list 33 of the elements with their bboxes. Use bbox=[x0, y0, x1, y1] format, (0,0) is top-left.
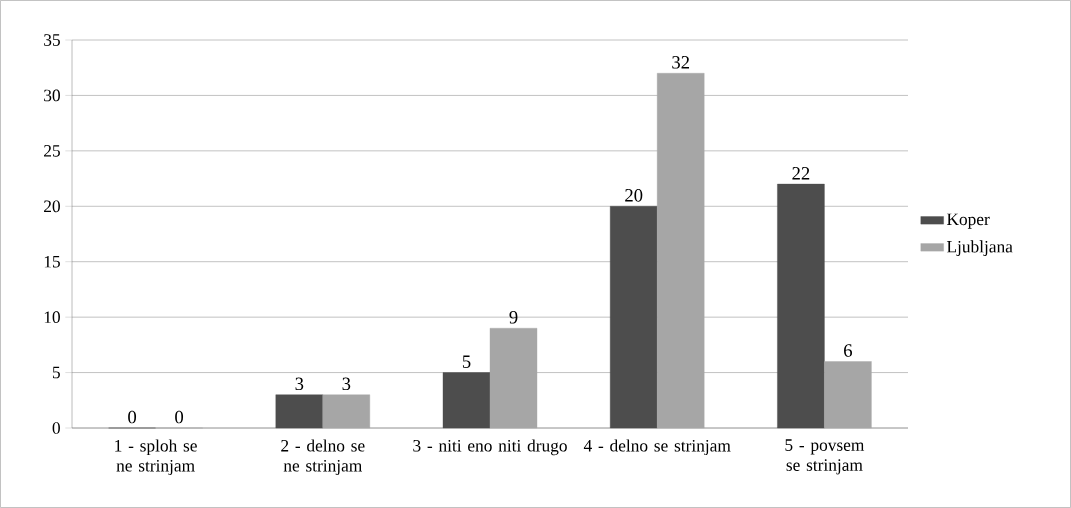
y-tick-label: 10 bbox=[44, 311, 60, 323]
data-label: 3 bbox=[342, 377, 351, 391]
bar bbox=[275, 394, 324, 429]
data-label: 9 bbox=[509, 311, 518, 324]
x-tick-label: 4 - delno se strinjam bbox=[583, 439, 731, 456]
legend-label: Koper bbox=[946, 213, 990, 229]
data-label: 20 bbox=[625, 189, 643, 202]
data-label: 22 bbox=[792, 167, 810, 180]
y-tick-label: 20 bbox=[44, 200, 60, 213]
data-label: 32 bbox=[672, 56, 690, 69]
x-tick-label: 2 - delno se ne strinjam bbox=[281, 439, 365, 476]
y-tick-label: 35 bbox=[44, 34, 60, 46]
data-label: 3 bbox=[295, 377, 304, 391]
y-tick-label: 0 bbox=[52, 422, 60, 434]
bar bbox=[442, 372, 491, 429]
bar bbox=[610, 206, 658, 429]
data-label: 0 bbox=[128, 410, 137, 424]
bar bbox=[824, 361, 872, 429]
data-label: 6 bbox=[844, 344, 853, 357]
x-tick-label: 3 - niti eno niti drugo bbox=[413, 439, 567, 456]
legend-label: Ljubljana bbox=[946, 240, 1013, 257]
y-tick-label: 5 bbox=[52, 366, 60, 379]
bar bbox=[322, 394, 370, 429]
data-label: 0 bbox=[175, 410, 184, 424]
y-tick-label: 15 bbox=[44, 255, 60, 268]
y-tick-label: 30 bbox=[44, 89, 60, 102]
bar bbox=[489, 328, 538, 429]
bar bbox=[777, 183, 825, 429]
data-label: 5 bbox=[462, 355, 471, 368]
x-tick-label: 1 - sploh se ne strinjam bbox=[115, 439, 197, 476]
bar bbox=[657, 73, 705, 429]
y-tick-label: 25 bbox=[44, 145, 60, 157]
x-tick-label: 5 - povsem se strinjam bbox=[785, 439, 865, 475]
